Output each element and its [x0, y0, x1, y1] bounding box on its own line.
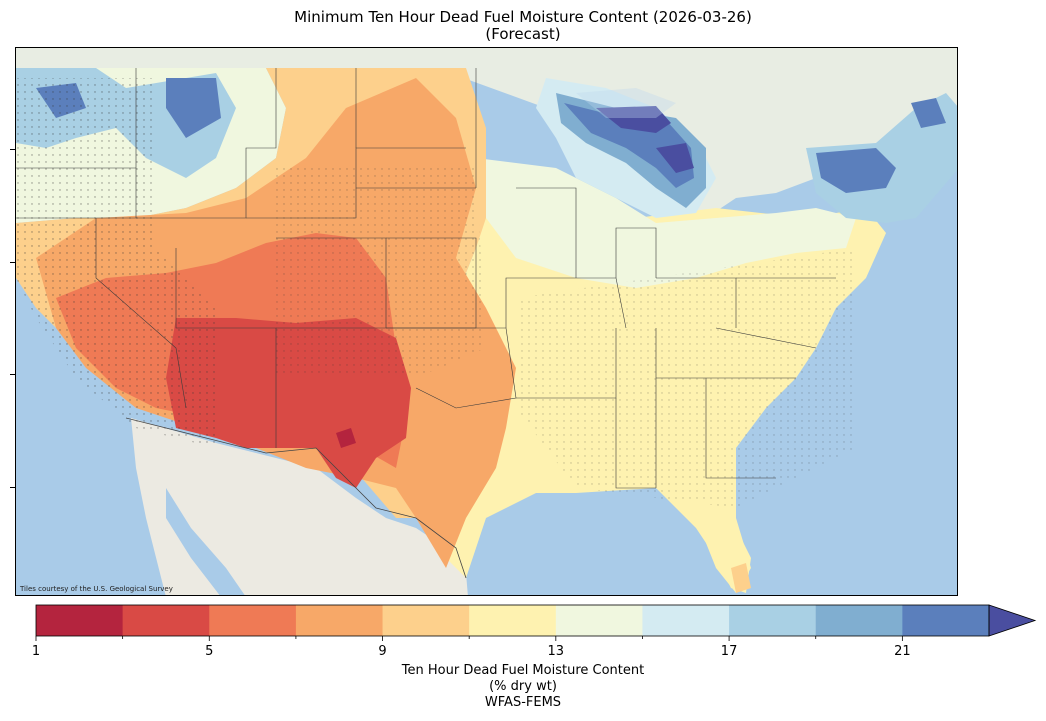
y-axis-tick [10, 149, 15, 150]
stipple-overlay-interior [276, 168, 486, 378]
y-axis-tick [10, 487, 15, 488]
colorbar-outline [35, 604, 990, 637]
lake-superior [576, 88, 676, 118]
colorbar-bin-19-21 [815, 605, 903, 636]
mexico-landmass [131, 418, 468, 595]
colorbar-tick-label: 21 [894, 644, 911, 659]
colorbar-tick-label: 17 [720, 644, 738, 659]
colorbar-bin-3-5 [122, 605, 210, 636]
colorbar-bin-15-17 [642, 605, 730, 636]
colorbar-tick-label: 13 [547, 644, 565, 659]
basemap-credit: Tiles courtesy of the U.S. Geological Su… [20, 585, 173, 593]
us-mexico-border [125, 417, 467, 579]
colorbar-tick-label: 9 [378, 644, 387, 659]
moisture-zone-11-13-florida [656, 488, 751, 593]
colorbar-bin-11-13 [469, 605, 557, 636]
moisture-zone-13-15 [476, 158, 856, 288]
colorbar-bin-21-23 [902, 605, 990, 636]
map-panel[interactable]: Tiles courtesy of the U.S. Geological Su… [15, 47, 958, 596]
moisture-zone-21-23-northwest [36, 78, 221, 138]
moisture-zone-21-23-northeast [816, 98, 946, 193]
colorbar-bin-9-11 [382, 605, 470, 636]
colorbar-bin-17-19 [729, 605, 817, 636]
moisture-zone-9-11-florida [731, 563, 751, 593]
y-axis-tick [10, 262, 15, 263]
stipple-overlay-east [516, 248, 856, 508]
colorbar-extend-arrow [988, 604, 1037, 637]
colorbar-bin-13-15 [555, 605, 643, 636]
colorbar-tick-label: 1 [31, 644, 41, 659]
y-axis-tick [10, 374, 15, 375]
chart-title: Minimum Ten Hour Dead Fuel Moisture Cont… [294, 8, 752, 26]
colorbar-label: Ten Hour Dead Fuel Moisture Content [401, 663, 645, 678]
gulf-of-california [166, 488, 245, 595]
colorbar-source: WFAS-FEMS [484, 695, 562, 710]
colorbar-tick-label: 5 [205, 644, 214, 659]
canada-landmass [16, 48, 957, 218]
colorbar-bin-5-7 [209, 605, 297, 636]
colorbar-units: (% dry wt) [489, 679, 557, 694]
colorbar-bin-1-3 [36, 605, 124, 636]
chart-subtitle: (Forecast) [485, 25, 561, 43]
colorbar-bin-7-9 [295, 605, 384, 636]
fuel-moisture-map [16, 48, 957, 595]
moisture-zone-1-3 [336, 428, 356, 448]
moisture-zone-23-plus [596, 106, 694, 173]
stipple-overlay-west [16, 78, 216, 448]
